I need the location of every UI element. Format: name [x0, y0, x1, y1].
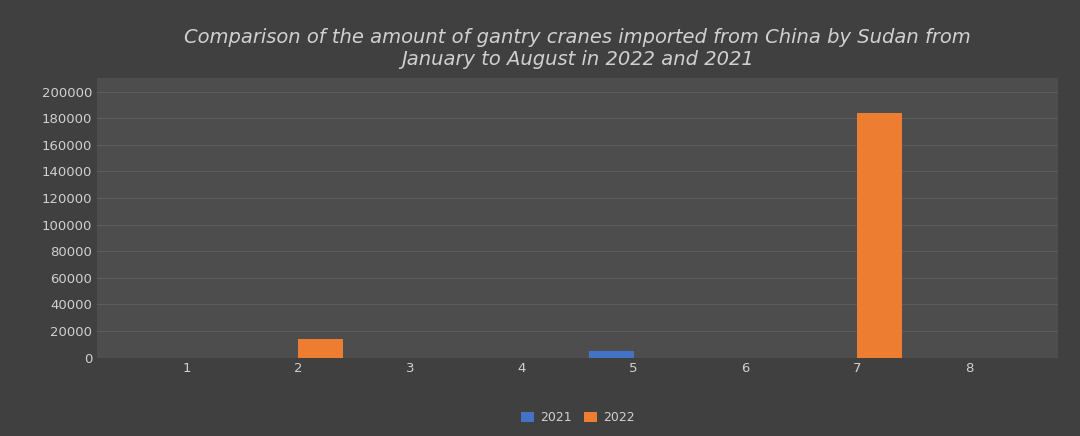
Legend: 2021, 2022: 2021, 2022	[516, 406, 639, 429]
Bar	[298, 339, 343, 358]
Bar	[589, 351, 634, 358]
Bar	[858, 113, 902, 358]
Title: Comparison of the amount of gantry cranes imported from China by Sudan from
Janu: Comparison of the amount of gantry crane…	[185, 27, 971, 68]
